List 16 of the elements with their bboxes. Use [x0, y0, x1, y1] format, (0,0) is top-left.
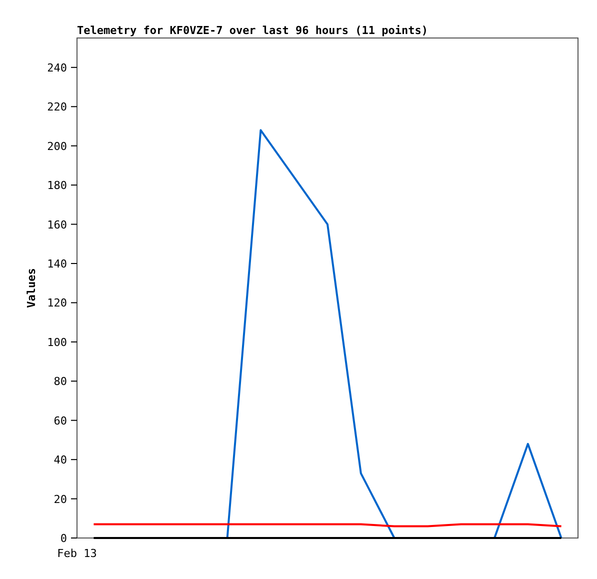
y-tick-label: 240 [47, 61, 67, 74]
y-tick-label: 160 [47, 218, 67, 232]
text: Feb 13 [57, 547, 97, 560]
y-tick-label: 20 [54, 492, 67, 506]
y-tick-label: 100 [47, 336, 67, 349]
y-tick-label: 220 [47, 100, 67, 114]
y-tick-label: 180 [47, 179, 67, 192]
y-tick-label: 120 [47, 296, 67, 310]
y-tick-label: 140 [47, 257, 67, 270]
y-tick-label: 60 [54, 414, 67, 428]
y-axis-title: Values [25, 268, 38, 308]
y-tick-label: 40 [54, 454, 67, 467]
y-tick-label: 0 [60, 532, 67, 545]
y-tick-label: 80 [54, 375, 67, 388]
y-tick-label: 200 [47, 140, 67, 153]
chart-title: Telemetry for KF0VZE-7 over last 96 hours (11 points) [77, 24, 428, 37]
